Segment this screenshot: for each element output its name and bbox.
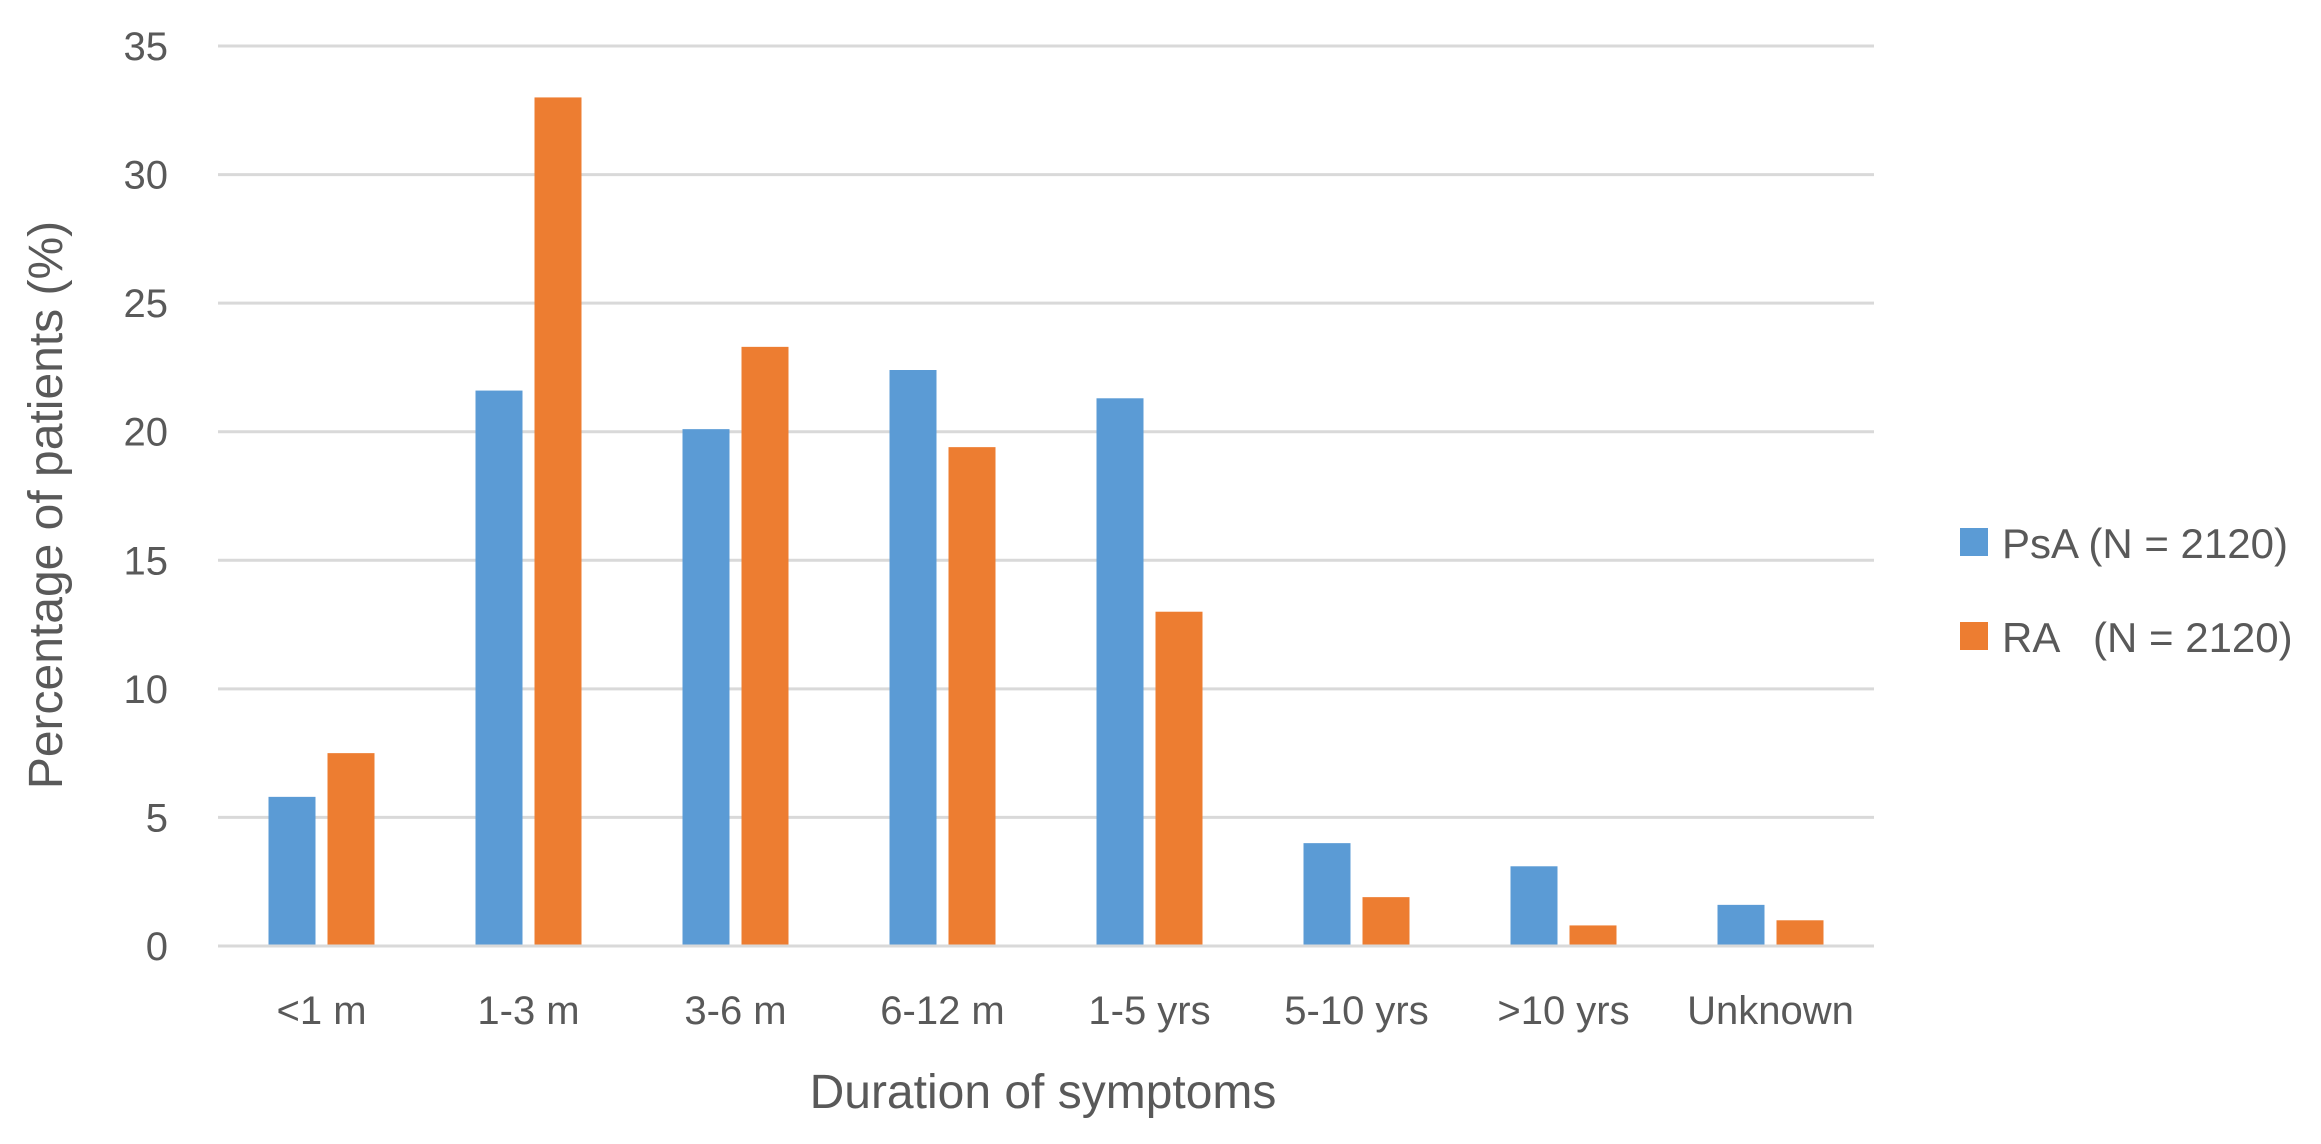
legend-label: PsA (N = 2120) xyxy=(2002,520,2288,567)
bar-psa xyxy=(475,390,523,947)
y-tick-label: 10 xyxy=(124,668,169,712)
legend: PsA (N = 2120) RA (N = 2120) xyxy=(1960,520,2293,661)
bar-ra xyxy=(741,346,789,946)
bar-ra xyxy=(327,753,375,946)
bar-ra xyxy=(534,97,582,946)
y-tick-label: 30 xyxy=(124,154,169,198)
x-tick-label: 5-10 yrs xyxy=(1284,989,1429,1033)
bar-ra xyxy=(948,447,996,946)
gridlines xyxy=(218,44,1874,819)
y-tick-label: 25 xyxy=(124,282,169,326)
x-tick-label: 3-6 m xyxy=(684,989,786,1033)
bar-psa xyxy=(1510,866,1558,946)
y-tick-label: 35 xyxy=(124,25,169,69)
y-tick-label: 15 xyxy=(124,539,169,583)
x-tick-label: >10 yrs xyxy=(1497,989,1629,1033)
bar-psa xyxy=(268,796,316,946)
y-tick-label: 0 xyxy=(146,925,168,969)
bar-ra xyxy=(1569,925,1617,946)
y-axis-title: Percentage of patients (%) xyxy=(20,221,73,789)
bar-ra xyxy=(1155,611,1203,946)
x-tick-label: 1-3 m xyxy=(477,989,579,1033)
x-tick-label: <1 m xyxy=(276,989,366,1033)
x-axis-ticks: <1 m 1-3 m 3-6 m 6-12 m 1-5 yrs 5-10 yrs >10 y… xyxy=(276,989,1853,1033)
y-tick-label: 20 xyxy=(124,411,169,455)
x-tick-label: 1-5 yrs xyxy=(1088,989,1210,1033)
legend-swatch xyxy=(1960,528,1988,556)
bar-psa xyxy=(682,429,730,947)
y-axis-ticks: 0 5 10 15 20 25 30 35 xyxy=(124,25,169,969)
legend-label: RA (N = 2120) xyxy=(2002,614,2293,661)
bar-psa xyxy=(1096,398,1144,946)
bar-ra xyxy=(1776,920,1824,946)
legend-swatch xyxy=(1960,622,1988,650)
bar-psa xyxy=(1717,904,1765,946)
x-tick-label: Unknown xyxy=(1687,989,1854,1033)
bar-psa xyxy=(889,370,937,946)
bar-ra xyxy=(1362,897,1410,946)
bar-psa xyxy=(1303,843,1351,946)
x-tick-label: 6-12 m xyxy=(880,989,1005,1033)
bars xyxy=(268,97,1824,947)
y-tick-label: 5 xyxy=(146,796,168,840)
x-axis-title: Duration of symptoms xyxy=(810,1066,1277,1119)
